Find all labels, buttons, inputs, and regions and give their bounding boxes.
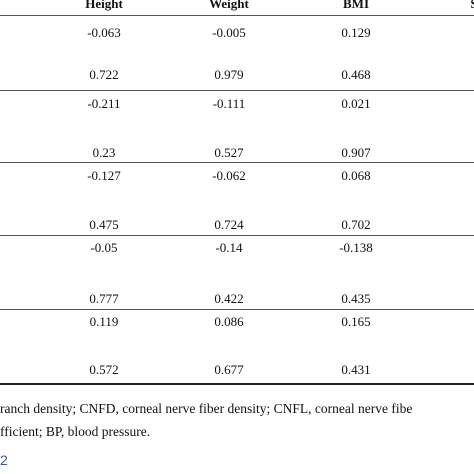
header-rule [0,15,474,16]
table-cell: 0.572 [89,362,119,377]
table-cell: 0.468 [341,67,371,82]
table-cell: -0.127 [87,168,121,183]
table-cell: 0.979 [214,67,244,82]
table-cell: 0.068 [341,168,371,183]
footnote: ranch density; CNFD, corneal nerve fiber… [0,401,413,416]
table-cell: 0.23 [92,145,116,160]
table-cell: 0.086 [214,314,244,329]
table-cell: 0.702 [341,217,371,232]
table-cell: -0.211 [87,96,121,111]
column-header: Height [85,0,123,11]
table-cell: 0.021 [341,96,371,111]
bottom-rule [0,383,474,385]
column-header: S [470,0,474,12]
table-cell: -0.14 [215,240,243,255]
row-rule [0,235,474,236]
table-cell: 0.165 [341,314,371,329]
table-cell: 0.475 [89,217,119,232]
table-cell: 0.722 [89,67,119,82]
row-rule [0,162,474,163]
table-cell: 0.431 [341,362,371,377]
table-cell: 0.677 [214,362,244,377]
table-cell: 0.129 [341,25,371,40]
table-cell: 0.907 [341,145,371,160]
column-header: Weight [209,0,249,11]
table-cell: -0.111 [212,96,246,111]
table-cell: -0.062 [212,168,246,183]
table-cell: 0.119 [89,314,119,329]
footnote: fficient; BP, blood pressure. [0,424,151,439]
table-cell: 0.724 [214,217,244,232]
table-cell: 0.422 [214,291,244,306]
table-cell: 0.435 [341,291,371,306]
table-cell: -0.005 [212,25,246,40]
table-cell: -0.05 [90,240,118,255]
table-cell: -0.138 [339,240,373,255]
table-cell: 0.527 [214,145,244,160]
row-rule [0,309,474,310]
table-cell: -0.063 [87,25,121,40]
column-header: BMI [343,0,369,11]
link-fragment[interactable]: 2 [0,452,8,468]
table-cell: 0.777 [89,291,119,306]
row-rule [0,90,474,91]
